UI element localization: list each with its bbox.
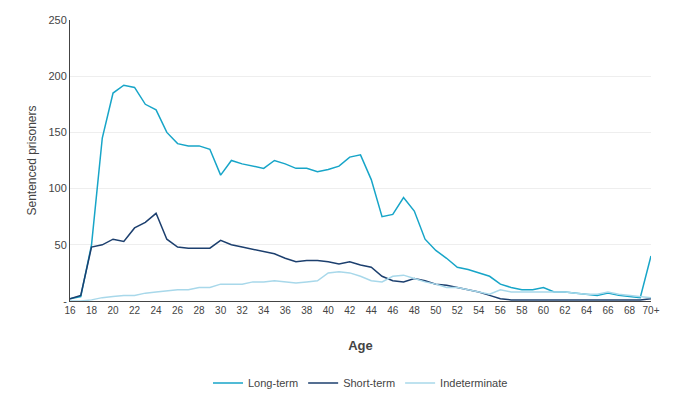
svg-text:32: 32	[237, 305, 249, 316]
svg-text:20: 20	[107, 305, 119, 316]
svg-text:44: 44	[366, 305, 378, 316]
svg-text:30: 30	[215, 305, 227, 316]
svg-text:34: 34	[258, 305, 270, 316]
svg-text:62: 62	[559, 305, 571, 316]
svg-text:-: -	[63, 295, 67, 307]
svg-text:66: 66	[602, 305, 614, 316]
svg-text:60: 60	[538, 305, 550, 316]
svg-text:64: 64	[581, 305, 593, 316]
svg-text:Short-term: Short-term	[343, 377, 395, 389]
svg-text:58: 58	[516, 305, 528, 316]
svg-text:18: 18	[86, 305, 98, 316]
svg-text:28: 28	[194, 305, 206, 316]
svg-text:Sentenced prisoners: Sentenced prisoners	[25, 105, 39, 215]
svg-text:70+: 70+	[643, 305, 660, 316]
svg-text:100: 100	[48, 182, 66, 194]
svg-text:56: 56	[495, 305, 507, 316]
svg-text:52: 52	[452, 305, 464, 316]
svg-text:200: 200	[48, 70, 66, 82]
svg-text:36: 36	[280, 305, 292, 316]
svg-text:Long-term: Long-term	[248, 377, 298, 389]
svg-text:24: 24	[151, 305, 163, 316]
svg-text:54: 54	[473, 305, 485, 316]
svg-text:40: 40	[323, 305, 335, 316]
svg-text:250: 250	[48, 14, 66, 26]
svg-text:46: 46	[387, 305, 399, 316]
svg-text:48: 48	[409, 305, 421, 316]
svg-text:22: 22	[129, 305, 141, 316]
svg-text:38: 38	[301, 305, 313, 316]
svg-text:68: 68	[624, 305, 636, 316]
svg-text:150: 150	[48, 126, 66, 138]
svg-text:42: 42	[344, 305, 356, 316]
svg-text:16: 16	[64, 305, 76, 316]
svg-text:50: 50	[55, 239, 67, 251]
svg-text:50: 50	[430, 305, 442, 316]
svg-text:26: 26	[172, 305, 184, 316]
svg-text:Indeterminate: Indeterminate	[440, 377, 507, 389]
svg-text:Age: Age	[348, 338, 373, 353]
